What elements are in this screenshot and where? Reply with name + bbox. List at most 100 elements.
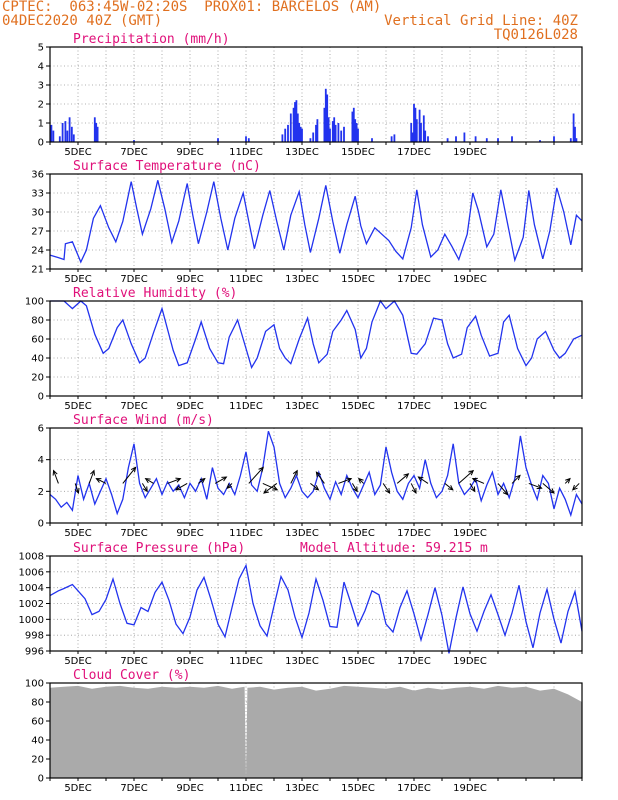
wind-arrow — [315, 471, 325, 484]
x-tick-label: 5DEC — [64, 528, 91, 539]
wind-arrow — [418, 476, 429, 484]
precip-bar — [410, 123, 413, 142]
x-tick-label: 11DEC — [229, 783, 263, 794]
precip-bar — [299, 126, 302, 142]
precip-bar — [315, 124, 317, 142]
panel-4: 0 2 4 6 5DEC 7DEC 9DEC 11DEC 13DEC 15DEC 17DEC 19DE… — [38, 413, 583, 539]
x-tick-label: 17DEC — [397, 656, 431, 667]
y-tick-label: 100 — [25, 679, 44, 690]
wind-arrow — [122, 467, 136, 484]
precip-bar — [284, 128, 287, 142]
precip-bar — [351, 111, 354, 142]
precip-bar — [329, 128, 331, 142]
panel-frame — [49, 682, 583, 779]
x-tick-label: 15DEC — [341, 147, 375, 158]
wind-arrow-head — [144, 478, 151, 484]
y-tick-label: 998 — [25, 631, 44, 642]
x-tick-label: 5DEC — [64, 401, 91, 412]
precip-bar — [414, 107, 417, 142]
wind-arrow — [263, 483, 278, 494]
y-tick-label: 60 — [31, 335, 44, 346]
wind-arrow-head — [470, 486, 476, 493]
y-tick-label: 80 — [31, 698, 44, 709]
wind-arrow-head — [272, 485, 279, 491]
x-tick-label: 9DEC — [176, 528, 203, 539]
panel-annotation: Model Altitude: 59.215 m — [300, 541, 488, 556]
precip-bar — [52, 130, 55, 142]
wind-arrow — [214, 476, 227, 484]
x-tick-label: 15DEC — [341, 401, 375, 412]
precip-bar — [295, 100, 298, 142]
x-tick-label: 19DEC — [453, 783, 487, 794]
wind-arrow — [290, 470, 298, 484]
x-tick-label: 9DEC — [176, 401, 203, 412]
precip-bar — [64, 121, 67, 142]
x-tick-label: 7DEC — [120, 656, 147, 667]
y-tick-label: 1008 — [19, 552, 44, 563]
panel-title: Surface Temperature (nC) — [73, 159, 261, 174]
precip-bar — [72, 134, 75, 142]
precip-bar — [371, 138, 373, 142]
precip-bar — [420, 123, 422, 142]
x-tick-label: 7DEC — [120, 783, 147, 794]
precip-bar — [68, 117, 71, 142]
wind-arrow — [338, 478, 352, 484]
precip-bar — [575, 138, 578, 142]
x-tick-label: 11DEC — [229, 401, 263, 412]
x-tick-label: 9DEC — [176, 274, 203, 285]
wind-arrow-head — [175, 477, 182, 483]
wind-arrow — [310, 483, 319, 491]
y-tick-label: 20 — [31, 755, 44, 766]
precip-bar — [413, 104, 415, 142]
y-tick-label: 40 — [31, 354, 44, 365]
precip-bar — [422, 115, 425, 142]
wind-arrow-head — [175, 485, 182, 491]
precip-bar — [50, 124, 53, 142]
wind-arrow-head — [502, 489, 509, 496]
x-tick-label: 15DEC — [341, 274, 375, 285]
precip-bar — [390, 136, 393, 142]
wind-arrow-head — [549, 488, 555, 494]
precip-bar — [294, 102, 296, 142]
y-tick-label: 80 — [31, 316, 44, 327]
precip-bar — [301, 128, 303, 142]
wind-arrow-head — [313, 485, 320, 491]
y-tick-label: 4 — [38, 455, 44, 466]
precip-bar — [292, 107, 295, 142]
wind-arrow — [396, 473, 409, 484]
wind-arrow-head — [226, 483, 233, 490]
y-tick-label: 2 — [38, 100, 44, 111]
precip-bar — [497, 138, 499, 142]
y-tick-label: 1006 — [19, 567, 44, 578]
x-tick-label: 7DEC — [120, 274, 147, 285]
panel-6: 0 20 40 60 80 100 5DEC 7DEC 9DEC 11DEC 13DEC 15DEC 1… — [25, 668, 583, 794]
panel-title: Cloud Cover (%) — [73, 668, 190, 683]
precip-bar — [411, 132, 414, 142]
precip-bar — [569, 138, 572, 142]
series-line — [50, 299, 583, 370]
panel-5: 996 998 1000 1002 1004 1006 1008 5DEC 7DEC 9DEC 11… — [19, 541, 583, 667]
precip-bar — [58, 136, 61, 142]
wind-arrow — [542, 483, 555, 494]
precip-bar — [427, 136, 429, 142]
wind-arrow — [572, 483, 580, 491]
wind-arrow-head — [571, 484, 578, 491]
wind-arrow-head — [142, 486, 148, 493]
wind-arrow — [497, 483, 508, 495]
precip-bar — [357, 128, 359, 142]
precip-bar — [393, 134, 396, 142]
wind-arrow — [248, 467, 264, 484]
x-tick-label: 7DEC — [120, 147, 147, 158]
x-tick-label: 5DEC — [64, 147, 91, 158]
y-tick-label: 3 — [38, 81, 44, 92]
precip-bar — [96, 126, 99, 142]
precip-bar — [316, 119, 319, 142]
wind-arrow — [175, 482, 188, 491]
precip-bar — [343, 126, 345, 142]
precip-bar — [61, 123, 64, 142]
wind-arrow-head — [130, 466, 137, 473]
precip-bar — [93, 117, 96, 142]
wind-arrow — [444, 483, 454, 491]
x-tick-label: 5DEC — [64, 656, 91, 667]
